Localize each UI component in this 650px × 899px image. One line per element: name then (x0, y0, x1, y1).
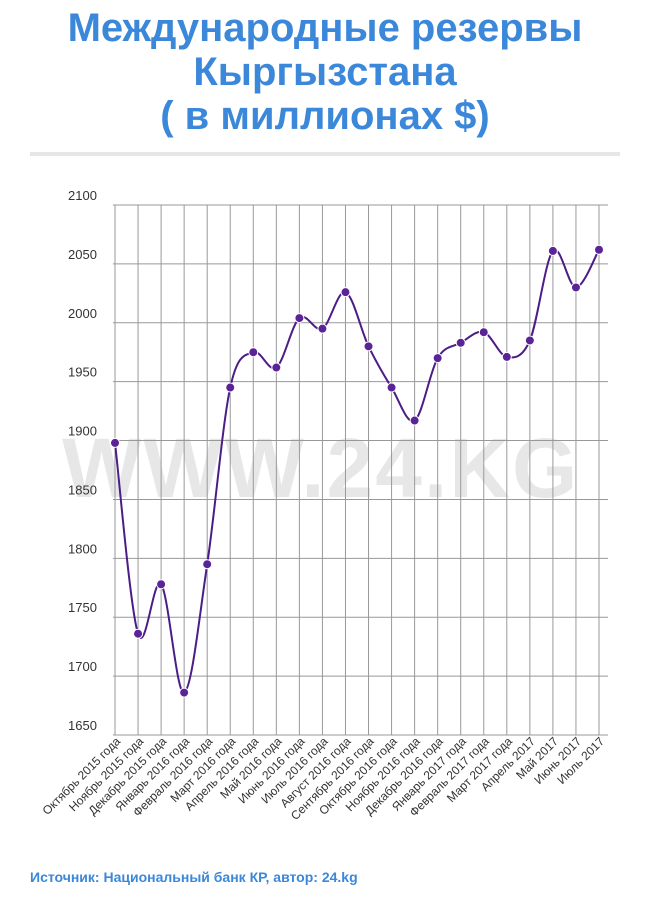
data-point (570, 282, 581, 293)
data-point (317, 323, 328, 334)
y-tick-label: 1900 (68, 424, 97, 439)
title-line-2: Кыргызстана (193, 50, 457, 94)
data-point (202, 559, 213, 570)
data-point (501, 351, 512, 362)
data-point (432, 353, 443, 364)
data-point (340, 287, 351, 298)
title-line-1: Международные резервы (67, 6, 583, 50)
y-tick-label: 1650 (68, 718, 97, 733)
y-tick-label: 1850 (68, 482, 97, 497)
watermark: WWW.24.KG (62, 421, 580, 515)
source-note: Источник: Национальный банк КР, автор: 2… (30, 869, 358, 885)
data-point (179, 687, 190, 698)
data-point (110, 437, 120, 448)
data-point (133, 628, 144, 639)
data-point (156, 579, 167, 590)
title-divider (30, 152, 620, 156)
chart-title: Международные резервы Кыргызстана ( в ми… (0, 6, 650, 138)
data-point (594, 244, 604, 255)
data-point (294, 313, 305, 324)
data-point (271, 362, 282, 373)
data-point (363, 341, 374, 352)
y-tick-label: 1800 (68, 541, 97, 556)
y-tick-label: 1700 (68, 659, 97, 674)
y-tick-label: 1750 (68, 600, 97, 615)
data-point (478, 327, 489, 338)
data-point (547, 245, 558, 256)
series-line (114, 248, 600, 694)
data-point (248, 347, 259, 358)
data-point (409, 415, 420, 426)
y-tick-label: 2100 (68, 188, 97, 203)
data-point (225, 382, 236, 393)
data-point (455, 337, 466, 348)
y-tick-label: 1950 (68, 365, 97, 380)
data-point (386, 382, 397, 393)
title-line-3: ( в миллионах $) (160, 94, 490, 138)
y-tick-label: 2000 (68, 306, 97, 321)
y-tick-label: 2050 (68, 247, 97, 262)
data-point (524, 335, 535, 346)
